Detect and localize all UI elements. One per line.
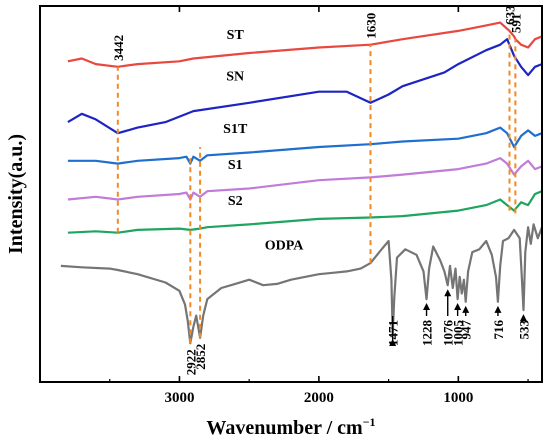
peak-label-633: 633: [503, 5, 518, 25]
series-label-s1t: S1T: [223, 122, 248, 137]
peak-arrow-head-533: [519, 314, 527, 322]
peak-label-2852: 2852: [193, 344, 208, 370]
x-tick-label-3000: 3000: [164, 390, 194, 406]
peak-arrow-head-1076: [444, 289, 452, 297]
peak-label-2922: 2922: [183, 349, 198, 375]
y-axis-title: Intensity(a.u.): [5, 134, 27, 254]
peak-label-1630: 1630: [363, 13, 378, 39]
series-label-sn: SN: [226, 70, 244, 85]
x-axis-title: Wavenumber / cm−1: [206, 415, 375, 439]
plot-area: [60, 21, 544, 345]
peak-label-716: 716: [491, 320, 506, 340]
series-label-st: ST: [227, 28, 245, 43]
peak-arrow-head-1005: [454, 303, 462, 311]
series-line-odpa: [60, 223, 544, 345]
peak-label-591: 591: [508, 14, 523, 34]
series-line-st: [67, 21, 543, 68]
x-tick-label-2000: 2000: [304, 390, 334, 406]
peak-label-1471: 1471: [386, 320, 401, 346]
peak-arrow-head-1471: [389, 339, 397, 346]
peak-label-1228: 1228: [420, 320, 435, 347]
peak-label-3442: 3442: [111, 35, 126, 61]
plot-frame: [39, 5, 543, 383]
peak-label-1005: 1005: [451, 320, 466, 347]
series-line-s1t: [67, 126, 543, 165]
series-label-s2: S2: [228, 194, 243, 209]
x-axis-title-unit-exponent: −1: [363, 415, 376, 429]
series-label-odpa: ODPA: [265, 238, 305, 253]
peak-label-533: 533: [516, 320, 531, 340]
peak-label-947: 947: [459, 320, 474, 340]
peak-arrow-head-947: [462, 305, 470, 313]
series-line-s1: [67, 157, 543, 201]
series-labels: ST SN S1T S1 S2 ODPA: [223, 28, 304, 253]
series-line-sn: [67, 38, 543, 135]
peak-arrow-head-716: [494, 305, 502, 313]
series-label-s1: S1: [228, 158, 243, 173]
x-tick-label-1000: 1000: [443, 390, 473, 406]
axes: 3000 2000 1000: [39, 5, 543, 406]
peak-arrow-head-1228: [423, 303, 431, 311]
peak-label-1076: 1076: [441, 320, 456, 347]
